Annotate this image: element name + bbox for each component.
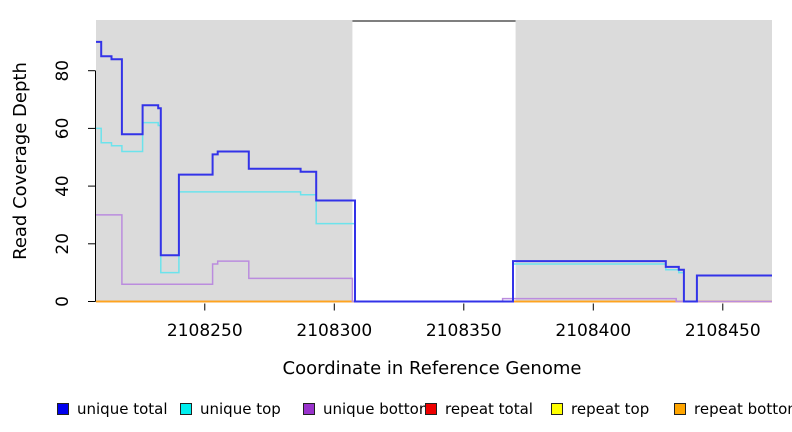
series-line-unique-bottom bbox=[96, 214, 772, 303]
y-tick-label: 20 bbox=[53, 233, 73, 255]
background-bands-layer bbox=[96, 20, 772, 303]
series-layer bbox=[96, 40, 772, 303]
assayable-region-right-band bbox=[515, 20, 772, 303]
axis-layer: 0 20 40 60 80 2108250 2108300 2108350 2108400 210… bbox=[53, 60, 761, 341]
y-tick-label: 60 bbox=[53, 118, 73, 140]
x-tick-label: 2108450 bbox=[685, 321, 761, 341]
y-tick-label: 0 bbox=[53, 296, 73, 307]
x-axis-title: Coordinate in Reference Genome bbox=[283, 358, 582, 379]
assayable-region-left-band bbox=[96, 20, 353, 303]
x-tick-label: 2108400 bbox=[555, 321, 631, 341]
series-line-unique-top bbox=[96, 121, 772, 303]
y-tick-label: 40 bbox=[53, 175, 73, 197]
x-tick-label: 2108300 bbox=[296, 321, 372, 341]
x-tick-label: 2108350 bbox=[426, 321, 502, 341]
y-tick-label: 80 bbox=[53, 60, 73, 82]
series-line-unique-total bbox=[96, 40, 772, 303]
y-axis-title: Read Coverage Depth bbox=[10, 62, 31, 260]
x-tick-label: 2108250 bbox=[167, 321, 243, 341]
